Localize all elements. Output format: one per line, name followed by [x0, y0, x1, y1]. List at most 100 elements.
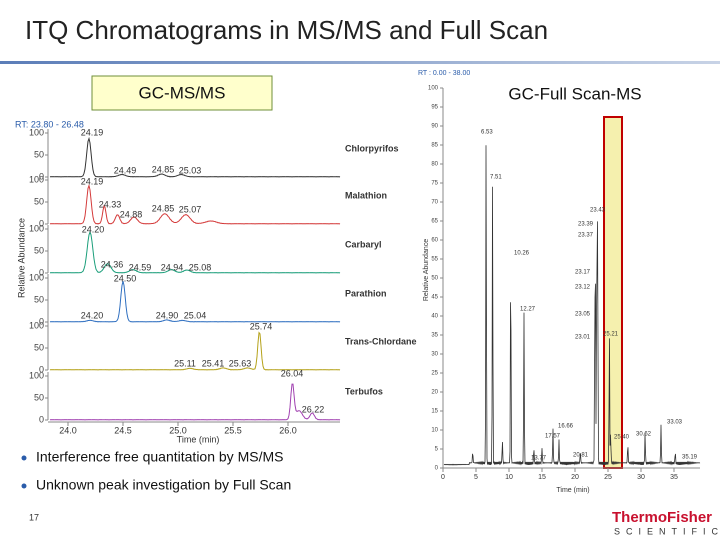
peak-label: 24.33	[99, 199, 122, 209]
y-tick-label: 100	[29, 272, 44, 282]
y-tick-label: 50	[34, 149, 44, 159]
x-tick-label: 25	[604, 474, 612, 481]
label-box	[91, 75, 273, 111]
peak-label: 23.43	[590, 208, 606, 214]
page-number: 17	[29, 512, 39, 522]
compound-name: Carbaryl	[345, 239, 382, 249]
peak-label: 23.37	[578, 233, 594, 239]
y-tick-label: 0	[39, 316, 44, 326]
peak-label: 24.59	[129, 262, 152, 272]
y-tick-label: 75	[431, 181, 438, 187]
y-tick-label: 0	[39, 267, 44, 277]
peak-label: 25.21	[603, 332, 619, 338]
chromatogram-trace	[49, 331, 341, 371]
y-tick-label: 20	[431, 390, 438, 396]
compound-name: Malathion	[345, 190, 387, 200]
y-tick-label: 50	[34, 342, 44, 352]
peak-label: 24.19	[81, 176, 104, 186]
y-tick-label: 100	[29, 320, 44, 330]
x-tick-label: 24.5	[114, 425, 132, 435]
chromatogram-trace	[49, 136, 341, 178]
panel-label: GC-MS/MS	[139, 83, 226, 102]
y-tick-label: 100	[29, 370, 44, 380]
peak-label: 26.22	[302, 404, 325, 414]
peak-label: 30.62	[636, 432, 652, 438]
highlight-fill	[604, 117, 622, 468]
y-tick-label: 100	[428, 86, 439, 92]
x-tick-label: 25.0	[169, 425, 187, 435]
chromatogram-trace	[49, 383, 341, 421]
peak-label: 13.77	[531, 456, 547, 462]
x-tick-label: 25.5	[224, 425, 242, 435]
y-tick-label: 85	[431, 143, 438, 149]
x-tick-label: 24.0	[59, 425, 77, 435]
y-tick-label: 40	[431, 314, 438, 320]
y-tick-label: 60	[431, 238, 438, 244]
peak-label: 16.66	[558, 424, 574, 430]
x-tick-label: 30	[637, 474, 645, 481]
x-tick-label: 35	[670, 474, 678, 481]
y-tick-label: 100	[29, 127, 44, 137]
x-tick-label: 15	[538, 474, 546, 481]
y-tick-label: 95	[431, 105, 438, 111]
peak-label: 25.07	[179, 204, 202, 214]
peak-label: 23.01	[575, 335, 591, 341]
peak-label: 24.88	[120, 209, 143, 219]
peak-label: 24.85	[152, 203, 175, 213]
peak-label: 25.11	[174, 358, 196, 368]
y-tick-label: 50	[431, 276, 438, 282]
bullet-text: Interference free quantitation by MS/MS	[36, 449, 283, 465]
x-tick-label: 0	[441, 474, 445, 481]
chromatogram-trace	[49, 230, 341, 274]
peak-label: 23.12	[575, 285, 591, 291]
peak-label: 24.19	[81, 127, 104, 137]
y-tick-label: 45	[431, 295, 438, 301]
title-underline	[0, 61, 720, 64]
peak-label: 24.49	[114, 165, 137, 175]
peak-label: 24.20	[82, 224, 105, 234]
peak-label: 26.04	[281, 368, 304, 378]
peak-label: 24.36	[101, 259, 124, 269]
peak-label: 23.39	[578, 222, 594, 228]
rt-range: RT: 23.80 - 26.48	[15, 119, 84, 129]
peak-label: 24.20	[81, 310, 104, 320]
peak-label: 24.50	[114, 273, 137, 283]
peak-label: 25.03	[179, 165, 202, 175]
chromatogram-trace	[49, 183, 341, 225]
peak-label: 17.57	[545, 434, 561, 440]
peak-label: 33.03	[667, 420, 683, 426]
y-tick-label: 15	[431, 409, 438, 415]
y-tick-label: 0	[39, 171, 44, 181]
x-axis-label: Time (min)	[177, 434, 220, 444]
x-tick-label: 5	[474, 474, 478, 481]
panel-label: GC-Full Scan-MS	[508, 84, 641, 103]
logo-brand: ThermoFisher	[612, 509, 712, 526]
y-tick-label: 100	[29, 174, 44, 184]
peak-label: 35.19	[682, 455, 698, 461]
peak-label: 25.41	[202, 358, 225, 368]
y-tick-label: 50	[34, 245, 44, 255]
y-tick-label: 35	[431, 333, 438, 339]
peak-label: 25.04	[184, 310, 207, 320]
y-tick-label: 30	[431, 352, 438, 358]
peak-label: 24.90	[156, 310, 179, 320]
chromatogram-trace	[443, 145, 701, 466]
peak-label: 24.94	[161, 262, 184, 272]
y-axis-label: Relative Abundance	[423, 239, 430, 301]
y-tick-label: 55	[431, 257, 438, 263]
chromatogram-trace	[49, 280, 341, 323]
peak-label: 10.26	[514, 251, 530, 257]
slide-title: ITQ Chromatograms in MS/MS and Full Scan	[25, 15, 548, 45]
peak-label: 20.81	[573, 453, 589, 459]
logo-tagline: SCIENTIFIC	[614, 526, 720, 536]
x-tick-label: 10	[505, 474, 513, 481]
y-tick-label: 65	[431, 219, 438, 225]
y-tick-label: 50	[34, 196, 44, 206]
peak-label: 23.17	[575, 270, 591, 276]
peak-label: 7.51	[490, 175, 502, 181]
peak-label: 25.74	[250, 321, 273, 331]
y-tick-label: 0	[39, 414, 44, 424]
peak-label: 25.63	[229, 358, 252, 368]
